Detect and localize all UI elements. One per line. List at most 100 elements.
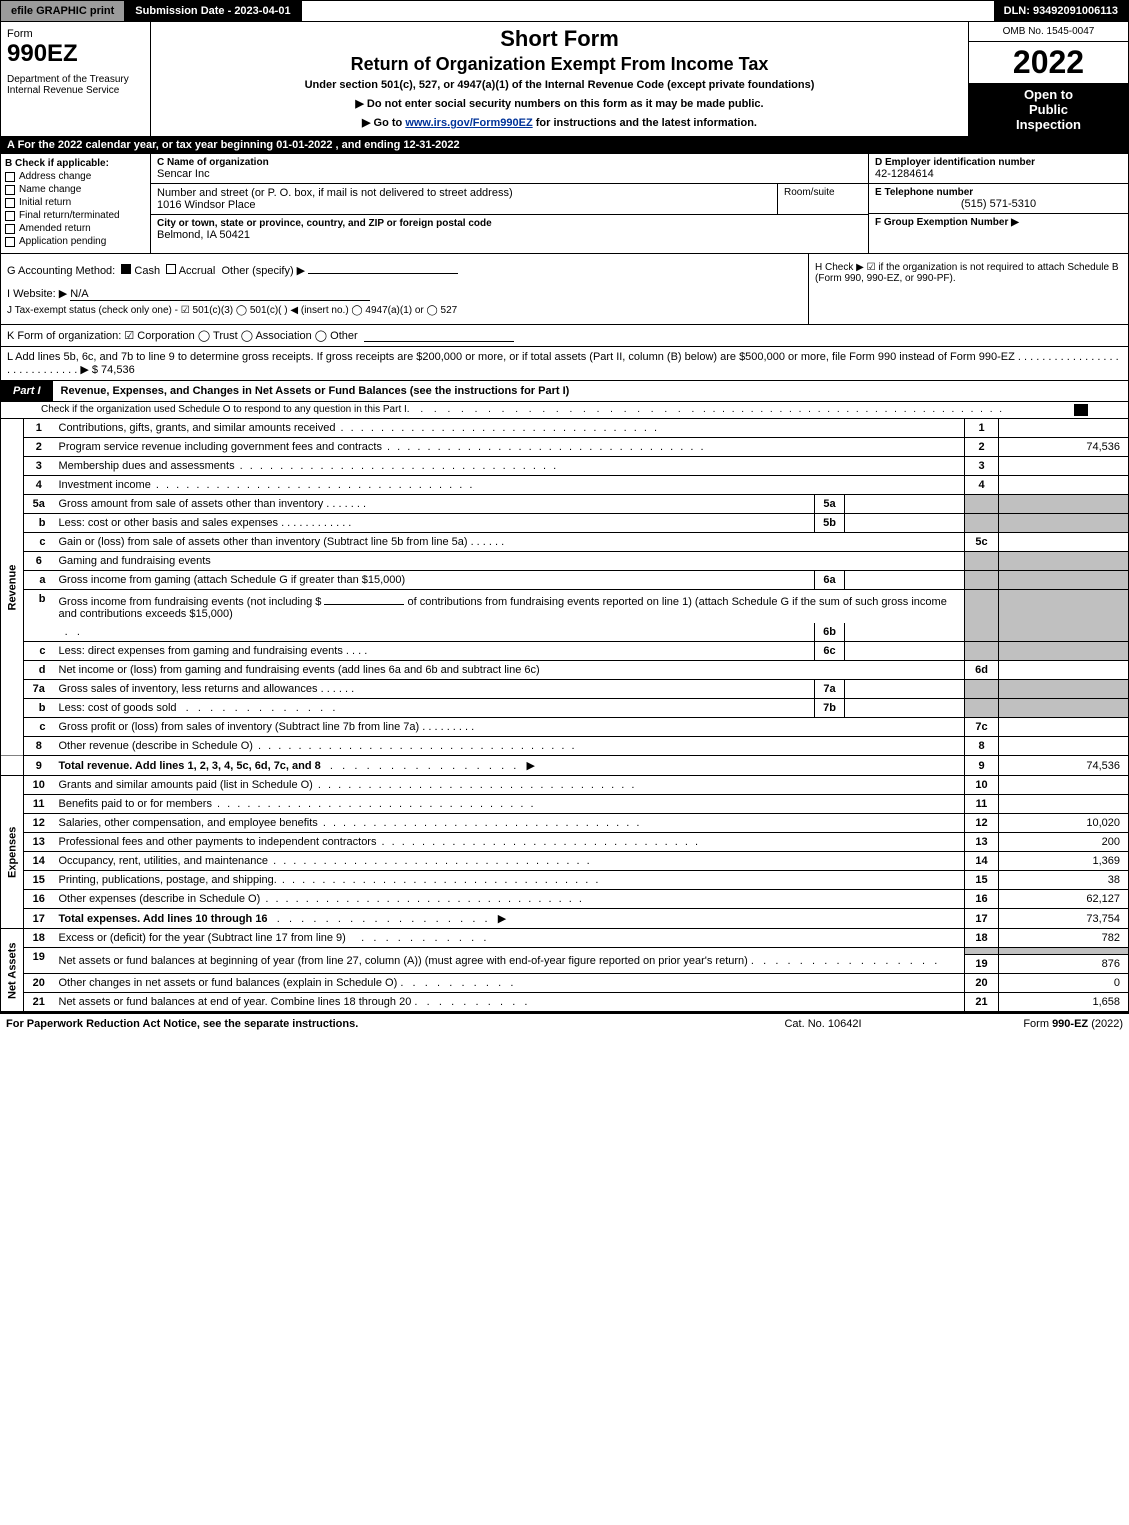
- k-text: K Form of organization: ☑ Corporation ◯ …: [7, 329, 358, 342]
- ln6c-shadeval: [999, 642, 1129, 661]
- ln6b-blank[interactable]: [324, 593, 404, 605]
- ln20-col: 20: [965, 974, 999, 993]
- g-accrual: Accrual: [179, 265, 216, 277]
- omb-number: OMB No. 1545-0047: [969, 22, 1128, 42]
- ln16-desc: Other expenses (describe in Schedule O): [59, 893, 261, 905]
- chk-address-change[interactable]: [5, 172, 15, 182]
- tax-year: 2022: [969, 42, 1128, 83]
- org-city: Belmond, IA 50421: [157, 229, 862, 241]
- ln14-col: 14: [965, 852, 999, 871]
- chk-accrual[interactable]: [166, 264, 176, 274]
- ln19-val: 876: [999, 955, 1129, 974]
- chk-application-pending[interactable]: [5, 237, 15, 247]
- ln7a-minival: [845, 680, 965, 699]
- room-suite-label: Room/suite: [778, 184, 868, 214]
- under-section-text: Under section 501(c), 527, or 4947(a)(1)…: [159, 79, 960, 91]
- ln6a-desc: Gross income from gaming (attach Schedul…: [54, 571, 815, 590]
- l-value: 74,536: [101, 364, 135, 376]
- irs-link[interactable]: www.irs.gov/Form990EZ: [405, 117, 532, 129]
- dln-label: DLN: 93492091006113: [994, 1, 1128, 21]
- k-other-input[interactable]: [364, 330, 514, 342]
- ln7c-val: [999, 718, 1129, 737]
- footer-formref: Form 990-EZ (2022): [923, 1018, 1123, 1030]
- chk-initial-return[interactable]: [5, 198, 15, 208]
- ln7a-mini: 7a: [815, 680, 845, 699]
- ln15-desc: Printing, publications, postage, and shi…: [59, 874, 277, 886]
- ln18-col: 18: [965, 929, 999, 948]
- ln17-num: 17: [24, 909, 54, 929]
- ln1-desc: Contributions, gifts, grants, and simila…: [59, 422, 336, 434]
- ln20-desc: Other changes in net assets or fund bala…: [59, 977, 398, 989]
- ln19-shadeval: [999, 948, 1129, 955]
- ln13-desc: Professional fees and other payments to …: [59, 836, 377, 848]
- ln4-val: [999, 476, 1129, 495]
- ln18-num: 18: [24, 929, 54, 948]
- chk-name-change[interactable]: [5, 185, 15, 195]
- ln11-val: [999, 795, 1129, 814]
- part1-tab: Part I: [1, 381, 53, 401]
- footer-form-pre: Form: [1023, 1018, 1052, 1030]
- section-c: C Name of organization Sencar Inc Number…: [151, 154, 868, 253]
- ln18-desc: Excess or (deficit) for the year (Subtra…: [59, 932, 346, 944]
- ln2-num: 2: [24, 438, 54, 457]
- ln21-col: 21: [965, 993, 999, 1012]
- footer-catno: Cat. No. 10642I: [723, 1018, 923, 1030]
- opt-amended-return: Amended return: [19, 223, 91, 234]
- part1-dots: . . . . . . . . . . . . . . . . . . . . …: [407, 404, 1074, 416]
- ln6-num: 6: [24, 552, 54, 571]
- row-l: L Add lines 5b, 6c, and 7b to line 9 to …: [0, 347, 1129, 381]
- department-label: Department of the Treasury Internal Reve…: [7, 74, 144, 96]
- ln5a-mini: 5a: [815, 495, 845, 514]
- footer-paperwork: For Paperwork Reduction Act Notice, see …: [6, 1018, 723, 1030]
- ln2-col: 2: [965, 438, 999, 457]
- ln10-val: [999, 776, 1129, 795]
- ln20-num: 20: [24, 974, 54, 993]
- f-group-label: F Group Exemption Number ▶: [875, 217, 1122, 228]
- form-header: Form 990EZ Department of the Treasury In…: [0, 22, 1129, 137]
- opt-final-return: Final return/terminated: [19, 210, 120, 221]
- chk-final-return[interactable]: [5, 211, 15, 221]
- ln10-num: 10: [24, 776, 54, 795]
- row-a-tax-year: A For the 2022 calendar year, or tax yea…: [0, 137, 1129, 154]
- submission-date: Submission Date - 2023-04-01: [125, 1, 301, 21]
- ln7b-shade: [965, 699, 999, 718]
- ln7c-desc: Gross profit or (loss) from sales of inv…: [59, 721, 420, 733]
- part1-sub: Check if the organization used Schedule …: [0, 402, 1129, 419]
- g-other-input[interactable]: [308, 262, 458, 274]
- part1-checkbox[interactable]: [1074, 404, 1088, 416]
- ln12-num: 12: [24, 814, 54, 833]
- ln5b-mini: 5b: [815, 514, 845, 533]
- inspect-line2: Public: [973, 102, 1124, 117]
- ln7a-shade: [965, 680, 999, 699]
- ln6a-mini: 6a: [815, 571, 845, 590]
- ln15-val: 38: [999, 871, 1129, 890]
- ln19-col: 19: [965, 955, 999, 974]
- chk-amended-return[interactable]: [5, 224, 15, 234]
- ln3-col: 3: [965, 457, 999, 476]
- ln19-num: 19: [24, 948, 54, 974]
- page-footer: For Paperwork Reduction Act Notice, see …: [0, 1012, 1129, 1034]
- c-addr-label: Number and street (or P. O. box, if mail…: [157, 187, 771, 199]
- ssn-warning: ▶ Do not enter social security numbers o…: [159, 97, 960, 110]
- opt-address-change: Address change: [19, 171, 91, 182]
- ln8-num: 8: [24, 737, 54, 756]
- ln6d-desc: Net income or (loss) from gaming and fun…: [54, 661, 965, 680]
- ln16-num: 16: [24, 890, 54, 909]
- ln12-desc: Salaries, other compensation, and employ…: [59, 817, 318, 829]
- chk-cash[interactable]: [121, 264, 131, 274]
- ln9-col: 9: [965, 756, 999, 776]
- topbar-spacer: [302, 1, 994, 21]
- efile-print-button[interactable]: efile GRAPHIC print: [1, 1, 125, 21]
- part1-table: Revenue 1 Contributions, gifts, grants, …: [0, 419, 1129, 1012]
- ln14-num: 14: [24, 852, 54, 871]
- net-assets-side-label: Net Assets: [1, 929, 24, 1012]
- ln6d-val: [999, 661, 1129, 680]
- ln1-num: 1: [24, 419, 54, 438]
- ln6b-mini: 6b: [815, 623, 845, 642]
- ln12-val: 10,020: [999, 814, 1129, 833]
- org-name: Sencar Inc: [157, 168, 862, 180]
- ln21-num: 21: [24, 993, 54, 1012]
- l-text: L Add lines 5b, 6c, and 7b to line 9 to …: [7, 351, 1119, 376]
- expenses-side-label: Expenses: [1, 776, 24, 929]
- ln11-col: 11: [965, 795, 999, 814]
